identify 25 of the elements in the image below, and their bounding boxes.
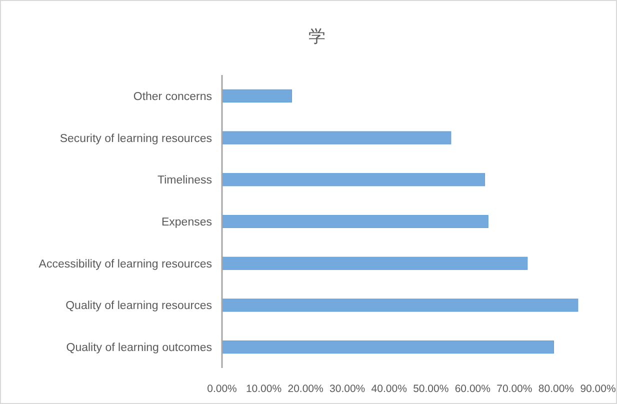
- bar: [222, 256, 528, 270]
- bar: [222, 340, 554, 354]
- x-tick-label: 40.00%: [371, 383, 407, 395]
- bar: [222, 298, 578, 312]
- y-tick-label: Expenses: [161, 216, 212, 228]
- y-tick-label: Other concerns: [133, 90, 212, 103]
- y-tick-label: Accessibility of learning resources: [38, 258, 212, 270]
- y-tick-label: Quality of learning outcomes: [66, 342, 212, 354]
- bar: [222, 89, 292, 102]
- y-tick-label: Security of learning resources: [60, 132, 212, 145]
- x-tick-label: 0.00%: [207, 383, 237, 395]
- chart-title: 学: [308, 27, 326, 46]
- x-tick-label: 90.00%: [580, 383, 616, 395]
- x-tick-label: 20.00%: [288, 383, 324, 395]
- x-tick-label: 50.00%: [413, 383, 449, 395]
- bar: [222, 131, 452, 144]
- x-tick-label: 10.00%: [246, 383, 282, 395]
- x-tick-label: 60.00%: [454, 383, 490, 395]
- bar: [222, 214, 488, 228]
- bar: [222, 173, 486, 186]
- y-tick-label: Timeliness: [157, 174, 212, 187]
- x-tick-label: 80.00%: [538, 383, 574, 395]
- x-tick-label: 30.00%: [330, 383, 366, 395]
- x-tick-label: 70.00%: [496, 383, 532, 395]
- y-tick-label: Quality of learning resources: [66, 300, 212, 312]
